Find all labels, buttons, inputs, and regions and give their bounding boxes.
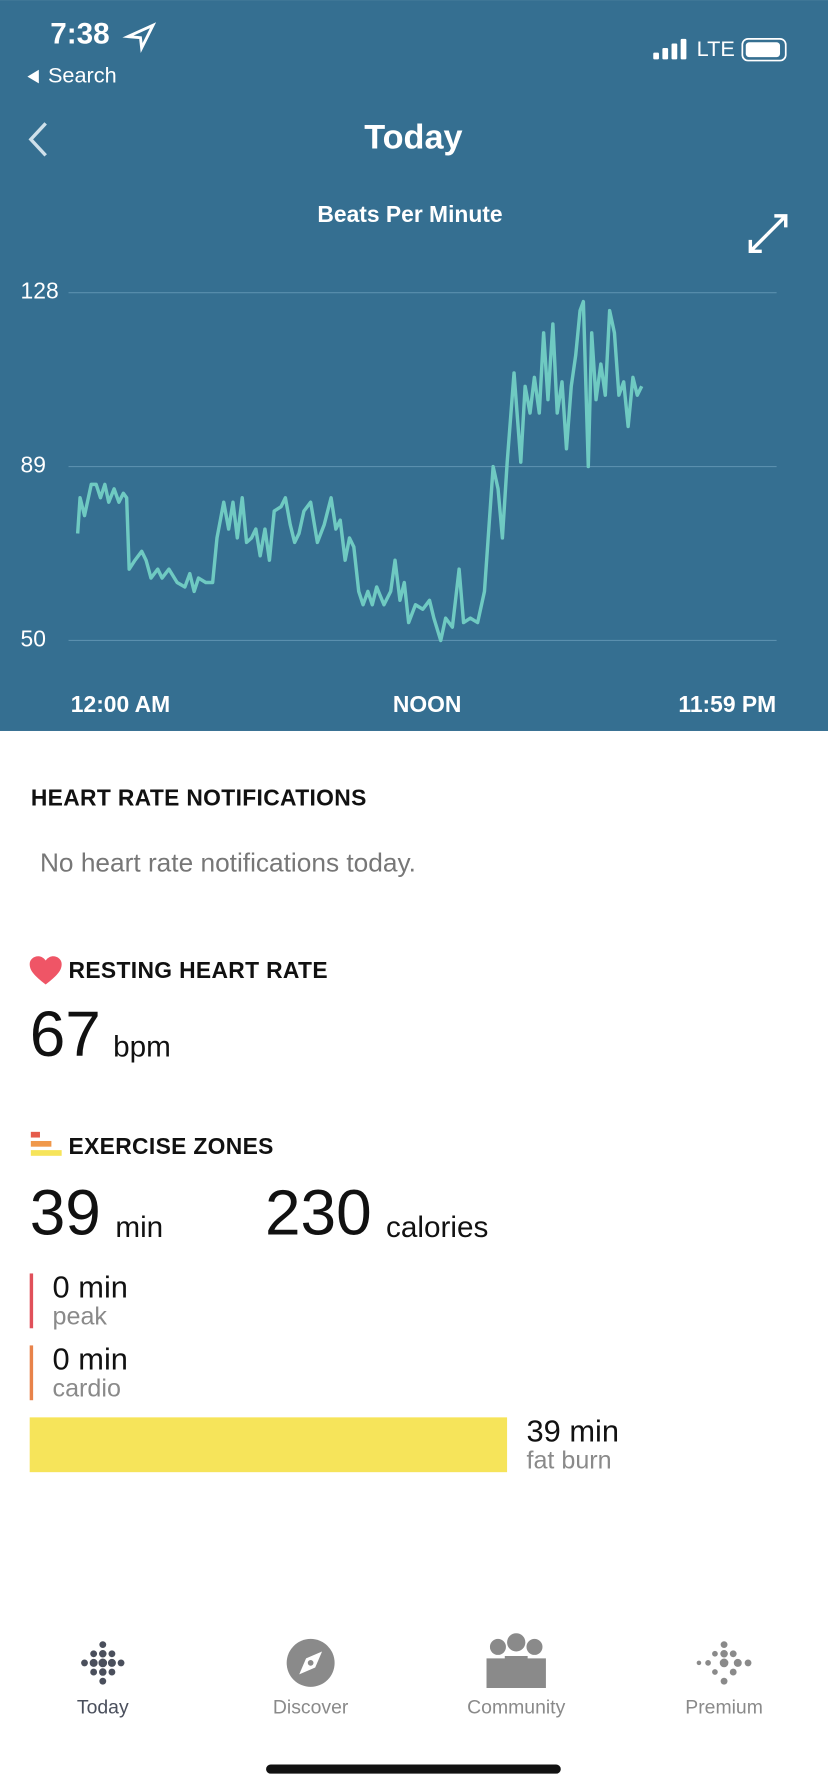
heart-rate-line — [75, 299, 644, 643]
notification-message: No heart rate notifications today. — [40, 848, 416, 878]
page-title: Today — [364, 118, 462, 156]
home-indicator — [266, 1764, 561, 1774]
zone-value: 0 min — [53, 1270, 128, 1305]
back-to-search[interactable]: Search — [48, 62, 117, 87]
zone-value: 0 min — [53, 1342, 128, 1377]
today-icon[interactable] — [81, 1641, 125, 1685]
zone-value: 39 min — [526, 1413, 619, 1448]
resting-unit: bpm — [113, 1030, 171, 1063]
peak-marker — [29, 1273, 34, 1329]
section-heading: EXERCISE ZONES — [69, 1133, 274, 1159]
expand-button[interactable] — [748, 214, 788, 254]
tab-label[interactable]: Community — [467, 1697, 565, 1719]
heart-icon — [29, 956, 62, 985]
tab-label[interactable]: Today — [77, 1697, 129, 1719]
fat-burn-bar — [29, 1417, 508, 1473]
zone-minutes: 39 — [30, 1176, 101, 1248]
status-time: 7:38 — [50, 17, 109, 50]
community-icon[interactable] — [486, 1633, 546, 1689]
zone-name: peak — [53, 1303, 108, 1331]
chart-title: Beats Per Minute — [317, 201, 502, 227]
x-tick-label: 12:00 AM — [71, 691, 170, 717]
y-tick-label: 89 — [21, 452, 46, 478]
battery-level — [745, 42, 781, 58]
battery-icon — [741, 38, 787, 62]
zones-icon — [30, 1131, 62, 1156]
zone-calories-unit: calories — [386, 1211, 488, 1244]
x-tick-label: NOON — [393, 691, 461, 717]
tab-label[interactable]: Premium — [685, 1697, 763, 1719]
heart-rate-chart: 50 89 128 12:00 AM NOON 11:59 PM — [21, 278, 777, 717]
resting-value: 67 — [30, 998, 101, 1070]
signal-icon — [653, 38, 687, 60]
discover-icon[interactable] — [286, 1638, 335, 1687]
section-heading: RESTING HEART RATE — [69, 957, 328, 983]
zone-name: fat burn — [526, 1447, 611, 1475]
premium-icon[interactable] — [696, 1641, 752, 1685]
zone-minutes-unit: min — [115, 1211, 163, 1244]
section-heading: HEART RATE NOTIFICATIONS — [31, 785, 367, 811]
cardio-marker — [29, 1345, 34, 1401]
zone-calories: 230 — [265, 1176, 372, 1248]
network-label: LTE — [697, 36, 735, 61]
tab-label[interactable]: Discover — [273, 1697, 349, 1719]
location-icon — [122, 22, 157, 53]
back-button[interactable] — [28, 122, 47, 157]
y-tick-label: 128 — [21, 278, 59, 304]
x-tick-label: 11:59 PM — [678, 691, 776, 717]
zone-name: cardio — [53, 1375, 121, 1403]
y-tick-label: 50 — [21, 626, 46, 652]
chart-background — [0, 0, 828, 731]
back-triangle[interactable] — [27, 69, 39, 84]
